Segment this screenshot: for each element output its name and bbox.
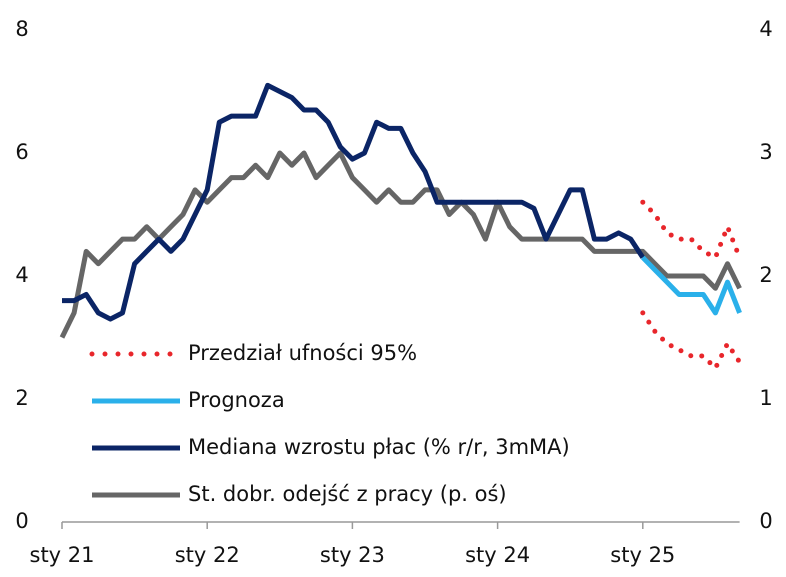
series-line bbox=[641, 255, 742, 316]
ci-line bbox=[640, 199, 743, 262]
legend-label: Prognoza bbox=[188, 388, 285, 412]
legend-label: St. dobr. odejść z pracy (p. oś) bbox=[188, 482, 507, 506]
ci-line bbox=[640, 310, 743, 373]
x-tick-label: sty 24 bbox=[465, 543, 530, 567]
y-tick-label: 6 bbox=[15, 140, 28, 164]
x-tick-label: sty 21 bbox=[30, 543, 95, 567]
y2-tick-label: 4 bbox=[759, 17, 772, 41]
series-line bbox=[62, 82, 645, 322]
legend-label: Przedział ufności 95% bbox=[188, 341, 417, 365]
x-tick-label: sty 22 bbox=[175, 543, 240, 567]
x-tick-label: sty 25 bbox=[610, 543, 675, 567]
y-tick-label: 0 bbox=[15, 509, 28, 533]
y2-tick-label: 1 bbox=[759, 386, 772, 410]
x-tick-label: sty 23 bbox=[320, 543, 385, 567]
y-tick-label: 8 bbox=[15, 17, 28, 41]
y2-tick-label: 2 bbox=[759, 263, 772, 287]
y-tick-label: 2 bbox=[15, 386, 28, 410]
series-line bbox=[59, 150, 742, 339]
y-tick-label: 4 bbox=[15, 263, 28, 287]
y2-tick-label: 0 bbox=[759, 509, 772, 533]
y2-tick-label: 3 bbox=[759, 140, 772, 164]
legend-label: Mediana wzrostu płac (% r/r, 3mMA) bbox=[188, 435, 570, 459]
